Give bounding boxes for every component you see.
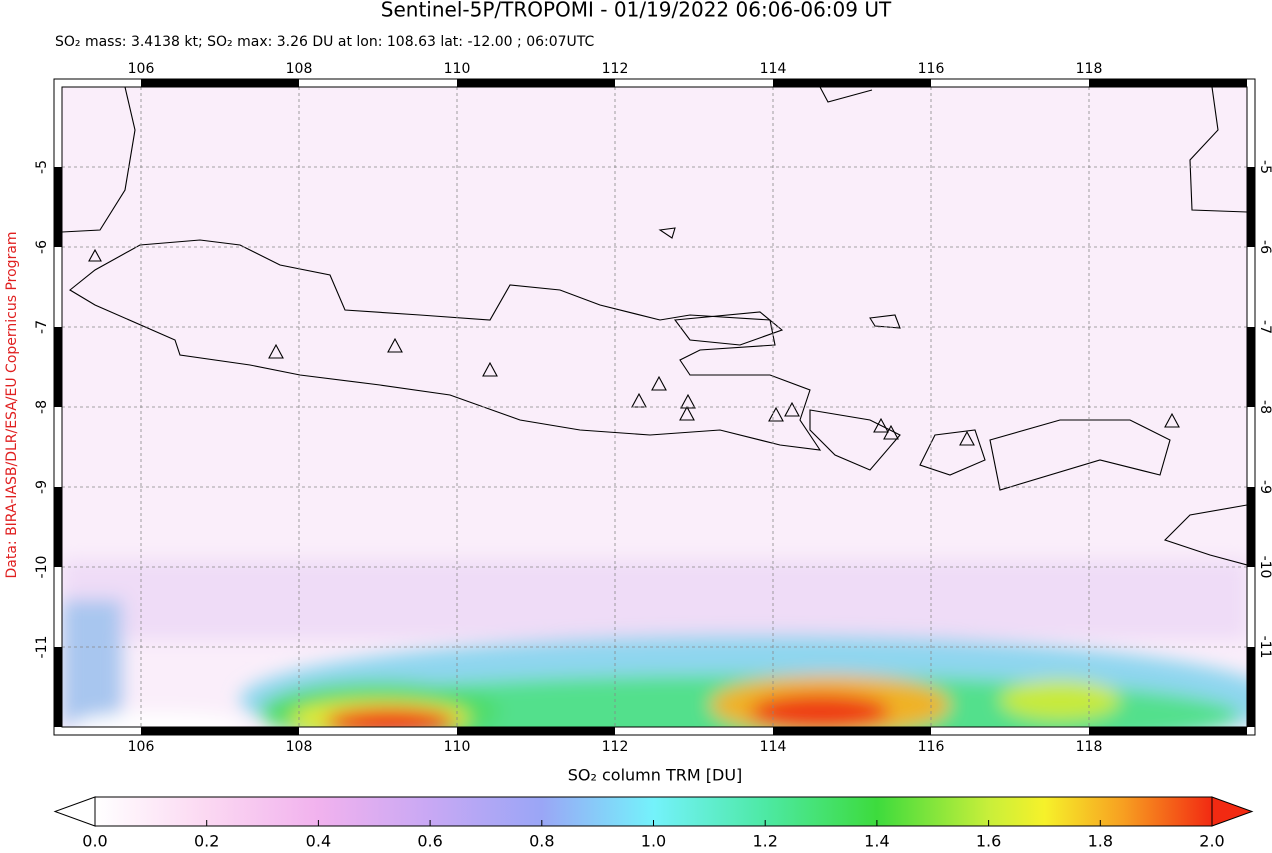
frame-segment [299, 79, 457, 87]
colorbar-tick-label: 0.4 [306, 832, 331, 851]
y-tick-label: -5 [34, 160, 50, 174]
y-tick-label: -8 [1257, 400, 1272, 414]
y-tick-label: -10 [1257, 556, 1272, 579]
frame-segment [54, 327, 62, 407]
x-tick-label: 110 [444, 61, 471, 77]
frame-segment [62, 79, 141, 87]
x-tick-label: 118 [1076, 739, 1103, 755]
x-tick-label: 108 [286, 739, 313, 755]
frame-segment [141, 727, 299, 735]
colorbar-tick-label: 1.2 [752, 832, 777, 851]
so2-plume [62, 560, 1247, 727]
frame-segment [1089, 727, 1247, 735]
colorbar-tick-label: 1.4 [864, 832, 889, 851]
frame-segment [615, 727, 773, 735]
frame-segment [1247, 407, 1255, 487]
subtitle: SO₂ mass: 3.4138 kt; SO₂ max: 3.26 DU at… [55, 34, 595, 50]
grid [62, 87, 1247, 727]
colorbar-tick-label: 0.8 [529, 832, 554, 851]
x-tick-label: 106 [128, 61, 155, 77]
frame-segment [54, 247, 62, 327]
frame-segment [54, 87, 62, 167]
colorbar-tick-label: 1.8 [1088, 832, 1113, 851]
y-tick-label: -9 [1257, 480, 1272, 494]
colorbar-tick-label: 1.6 [976, 832, 1001, 851]
x-tick-label: 114 [760, 61, 787, 77]
frame-segment [54, 647, 62, 727]
colorbar-ticks: 0.0 0.2 0.4 0.6 0.8 1.0 1.2 1.4 1.6 1.8 2.0 [82, 820, 1225, 851]
y-tick-label: -8 [34, 400, 50, 414]
map-border [61, 86, 1248, 728]
x-tick-label: 114 [760, 739, 787, 755]
frame-segment [773, 79, 931, 87]
frame-segment [931, 79, 1089, 87]
x-tick-label: 106 [128, 739, 155, 755]
frame-border [53, 78, 1256, 736]
frame-segment [54, 167, 62, 247]
frame-segment [54, 567, 62, 647]
frame-segment [457, 727, 615, 735]
colorbar-tick-label: 2.0 [1199, 832, 1224, 851]
credit: Data: BIRA-IASB/DLR/ESA/EU Copernicus Pr… [4, 231, 20, 578]
coastlines [62, 87, 1247, 566]
x-tick-label: 108 [286, 61, 313, 77]
frame-segment [1247, 327, 1255, 407]
frame-segment [1247, 167, 1255, 247]
y-tick-label: -5 [1257, 160, 1272, 174]
colorbar-tick-label: 1.0 [641, 832, 666, 851]
y-tick-label: -7 [34, 320, 50, 334]
x-tick-label: 110 [444, 739, 471, 755]
y-tick-label: -7 [1257, 320, 1272, 334]
frame-segment [1247, 247, 1255, 327]
colorbar-under [53, 796, 96, 827]
x-tick-label: 116 [918, 61, 945, 77]
x-tick-label: 112 [602, 739, 629, 755]
frame-segment [1089, 79, 1247, 87]
frame-segment [1247, 567, 1255, 647]
y-tick-label: -6 [34, 240, 50, 254]
axes: 106 106 108 108 110 110 112 112 114 114 116 116 118 1… [34, 61, 1272, 755]
y-tick-label: -6 [1257, 240, 1272, 254]
frame-segment [1247, 487, 1255, 567]
y-tick-label: -10 [34, 556, 50, 579]
frame-segment [299, 727, 457, 735]
map-area [62, 87, 1247, 727]
y-tick-label: -9 [34, 480, 50, 494]
colorbar-tick-label: 0.0 [82, 832, 107, 851]
y-tick-label: -11 [34, 636, 50, 659]
frame-segment [54, 487, 62, 567]
frame [53, 78, 1256, 736]
y-tick-label: -11 [1257, 636, 1272, 659]
frame-segment [62, 727, 141, 735]
colorbar-tick-label: 0.2 [194, 832, 219, 851]
frame-segment [54, 407, 62, 487]
frame-segment [1247, 87, 1255, 167]
x-tick-label: 112 [602, 61, 629, 77]
frame-segment [141, 79, 299, 87]
colorbar-tick-label: 0.6 [417, 832, 442, 851]
x-tick-label: 116 [918, 739, 945, 755]
colorbar-label: SO₂ column TRM [DU] [568, 766, 743, 785]
frame-segment [615, 79, 773, 87]
x-tick-label: 118 [1076, 61, 1103, 77]
frame-segment [773, 727, 931, 735]
title: Sentinel-5P/TROPOMI - 01/19/2022 06:06-0… [381, 0, 892, 22]
colorbar-over [1211, 796, 1254, 827]
frame-segment [1247, 647, 1255, 727]
frame-segment [457, 79, 615, 87]
frame-segment [931, 727, 1089, 735]
